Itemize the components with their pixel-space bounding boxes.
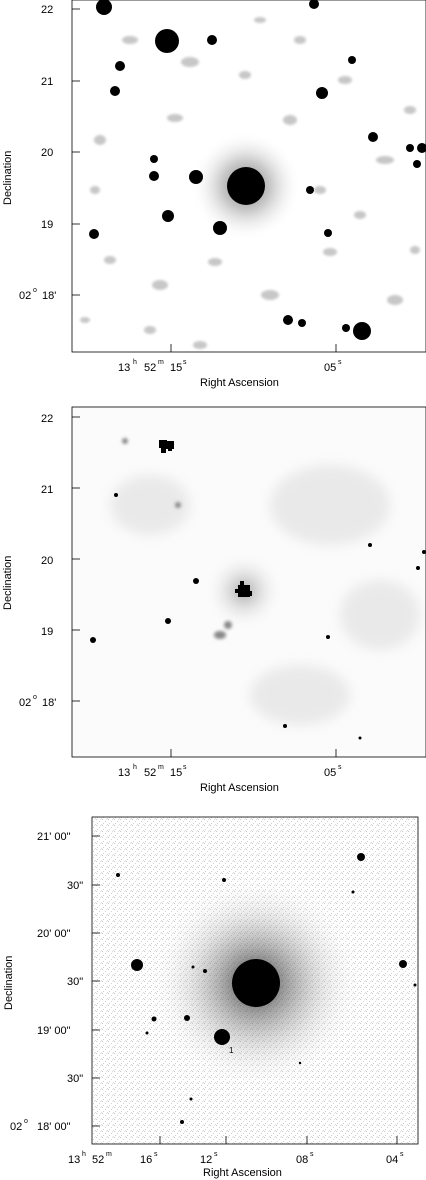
bottom-xtick-s3: s (310, 1151, 314, 1158)
top-ytick-18: 18' (42, 290, 56, 302)
bottom-xtick-52: 52 (92, 1154, 104, 1166)
middle-ytick-21: 21 (41, 484, 53, 496)
top-yticks (72, 8, 80, 296)
bottom-xticks (159, 1136, 398, 1144)
panel-top: 22 21 20 19 02 o 18' Declination 13 h 52… (0, 0, 426, 395)
bottom-ylabel: Declination (3, 956, 15, 1010)
panel-bottom: 1 21' 00" 30" 20' 00" 30" 19' 00" 30" 02… (0, 795, 426, 1180)
middle-xtick-13: 13 (118, 767, 130, 779)
bottom-point-sources (116, 853, 417, 1124)
bottom-xtick-04: 04 (386, 1154, 398, 1166)
panel-bottom-svg: 1 21' 00" 30" 20' 00" 30" 19' 00" 30" 02… (3, 816, 419, 1179)
top-xlabel: Right Ascension (200, 377, 279, 389)
top-xtick-s: s (183, 359, 187, 366)
middle-diffuse-emission (110, 465, 420, 725)
middle-ytick-18: 18' (42, 697, 56, 709)
bottom-ytick-30b: 30" (67, 976, 83, 988)
middle-ytick-degree: o (33, 694, 37, 701)
middle-xtick-s2: s (338, 764, 342, 771)
bottom-ytick-21-00: 21' 00" (37, 831, 71, 843)
bottom-yticks (92, 835, 100, 1127)
bottom-xtick-m: m (106, 1151, 112, 1158)
bottom-xtick-s1: s (154, 1151, 158, 1158)
bottom-xtick-h: h (82, 1151, 86, 1158)
top-xtick-15: 15 (170, 362, 182, 374)
bottom-ytick-30a: 30" (67, 880, 83, 892)
top-point-sources (89, 0, 426, 340)
top-xtick-s2: s (338, 359, 342, 366)
bottom-xtick-12: 12 (200, 1154, 212, 1166)
top-xtick-05: 05 (324, 362, 336, 374)
middle-central-galaxy (235, 581, 252, 597)
middle-xtick-15: 15 (170, 767, 182, 779)
bottom-source-marker: 1 (229, 1046, 234, 1055)
top-xtick-13: 13 (118, 362, 130, 374)
top-xtick-52: 52 (144, 362, 156, 374)
bottom-xtick-13: 13 (68, 1154, 80, 1166)
top-image (71, 0, 426, 353)
middle-ytick-20: 20 (41, 555, 53, 567)
middle-xtick-52: 52 (144, 767, 156, 779)
middle-frame (71, 406, 426, 758)
middle-yticks (72, 416, 80, 702)
bottom-xlabel: Right Ascension (203, 1167, 282, 1179)
top-xtick-m: m (158, 359, 164, 366)
middle-ylabel: Declination (2, 556, 14, 610)
middle-xtick-s: s (183, 764, 187, 771)
middle-ytick-19: 19 (41, 626, 53, 638)
top-ytick-22: 22 (41, 4, 53, 16)
top-frame (71, 0, 426, 353)
middle-xtick-05: 05 (324, 767, 336, 779)
bottom-ytick-20-00: 20' 00" (37, 928, 71, 940)
middle-point-sources (90, 440, 426, 740)
top-ytick-degree: o (33, 287, 37, 294)
bottom-ytick-degree: o (24, 1118, 28, 1125)
bottom-frame (91, 816, 419, 1145)
top-diffuse-emission (80, 17, 420, 349)
bottom-xtick-08: 08 (296, 1154, 308, 1166)
top-ytick-20: 20 (41, 147, 53, 159)
middle-ytick-22: 22 (41, 413, 53, 425)
bottom-ytick-19-00: 19' 00" (37, 1025, 71, 1037)
top-central-galaxy (227, 167, 265, 205)
middle-xtick-m: m (158, 764, 164, 771)
middle-xlabel: Right Ascension (200, 782, 279, 794)
bottom-ytick-02: 02 (10, 1121, 22, 1133)
bottom-xtick-16: 16 (140, 1154, 152, 1166)
top-xtick-h: h (133, 359, 137, 366)
top-ytick-02: 02 (19, 290, 31, 302)
middle-xtick-h: h (133, 764, 137, 771)
bottom-xtick-s2: s (214, 1151, 218, 1158)
bottom-ytick-18-00: 18' 00" (37, 1121, 71, 1133)
top-ytick-21: 21 (41, 76, 53, 88)
top-ylabel: Declination (2, 151, 14, 205)
bottom-central-galaxy (232, 959, 280, 1007)
bottom-ytick-30c: 30" (67, 1073, 83, 1085)
middle-extended-sources (122, 438, 232, 639)
middle-ytick-02: 02 (19, 697, 31, 709)
middle-xticks (170, 749, 337, 757)
middle-image (71, 406, 426, 758)
panel-middle: 22 21 20 19 02 o 18' Declination 13 h 52… (0, 395, 426, 795)
bottom-image: 1 (91, 816, 419, 1145)
top-xticks (170, 344, 337, 352)
panel-middle-svg: 22 21 20 19 02 o 18' Declination 13 h 52… (2, 406, 426, 794)
bottom-xtick-s4: s (400, 1151, 404, 1158)
top-ytick-19: 19 (41, 219, 53, 231)
panel-top-svg: 22 21 20 19 02 o 18' Declination 13 h 52… (2, 0, 426, 389)
